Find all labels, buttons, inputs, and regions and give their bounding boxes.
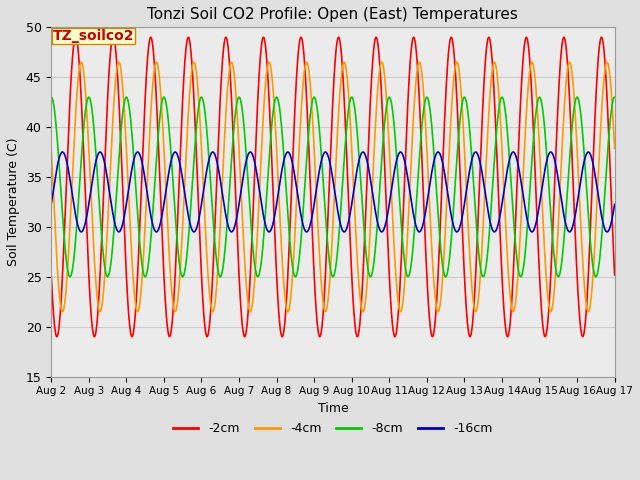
-2cm [145, 40, 153, 46]
-8cm [66, 274, 74, 280]
-2cm [47, 272, 55, 278]
-8cm [611, 94, 618, 100]
-16cm [540, 178, 547, 184]
-8cm [540, 109, 547, 115]
-16cm [600, 223, 607, 228]
-4cm [59, 309, 67, 314]
-2cm [112, 47, 120, 53]
-4cm [611, 145, 618, 151]
-8cm [288, 259, 296, 265]
Line: -16cm: -16cm [51, 152, 614, 232]
-4cm [145, 141, 153, 147]
-4cm [604, 60, 611, 65]
-2cm [598, 35, 605, 40]
Line: -4cm: -4cm [51, 62, 614, 312]
X-axis label: Time: Time [317, 402, 348, 415]
-4cm [264, 64, 271, 70]
-4cm [600, 79, 607, 84]
-2cm [611, 272, 618, 278]
-4cm [47, 145, 55, 151]
-16cm [47, 202, 55, 207]
-8cm [112, 204, 120, 209]
-2cm [264, 67, 271, 72]
-16cm [145, 203, 153, 208]
-16cm [604, 229, 611, 235]
-2cm [53, 334, 61, 339]
-4cm [540, 218, 547, 224]
-2cm [600, 47, 608, 52]
Y-axis label: Soil Temperature (C): Soil Temperature (C) [7, 138, 20, 266]
-16cm [59, 149, 67, 155]
-8cm [145, 255, 153, 261]
-2cm [540, 325, 547, 331]
-16cm [112, 224, 120, 229]
-8cm [264, 180, 271, 186]
-8cm [600, 206, 607, 212]
-16cm [611, 202, 618, 207]
Legend: -2cm, -4cm, -8cm, -16cm: -2cm, -4cm, -8cm, -16cm [168, 417, 497, 440]
-8cm [47, 94, 55, 100]
-16cm [264, 228, 271, 233]
Line: -2cm: -2cm [51, 37, 614, 336]
Line: -8cm: -8cm [51, 97, 614, 277]
-16cm [288, 158, 296, 164]
Title: Tonzi Soil CO2 Profile: Open (East) Temperatures: Tonzi Soil CO2 Profile: Open (East) Temp… [147, 7, 518, 22]
-4cm [112, 76, 120, 82]
-2cm [288, 178, 296, 183]
-4cm [288, 282, 296, 288]
